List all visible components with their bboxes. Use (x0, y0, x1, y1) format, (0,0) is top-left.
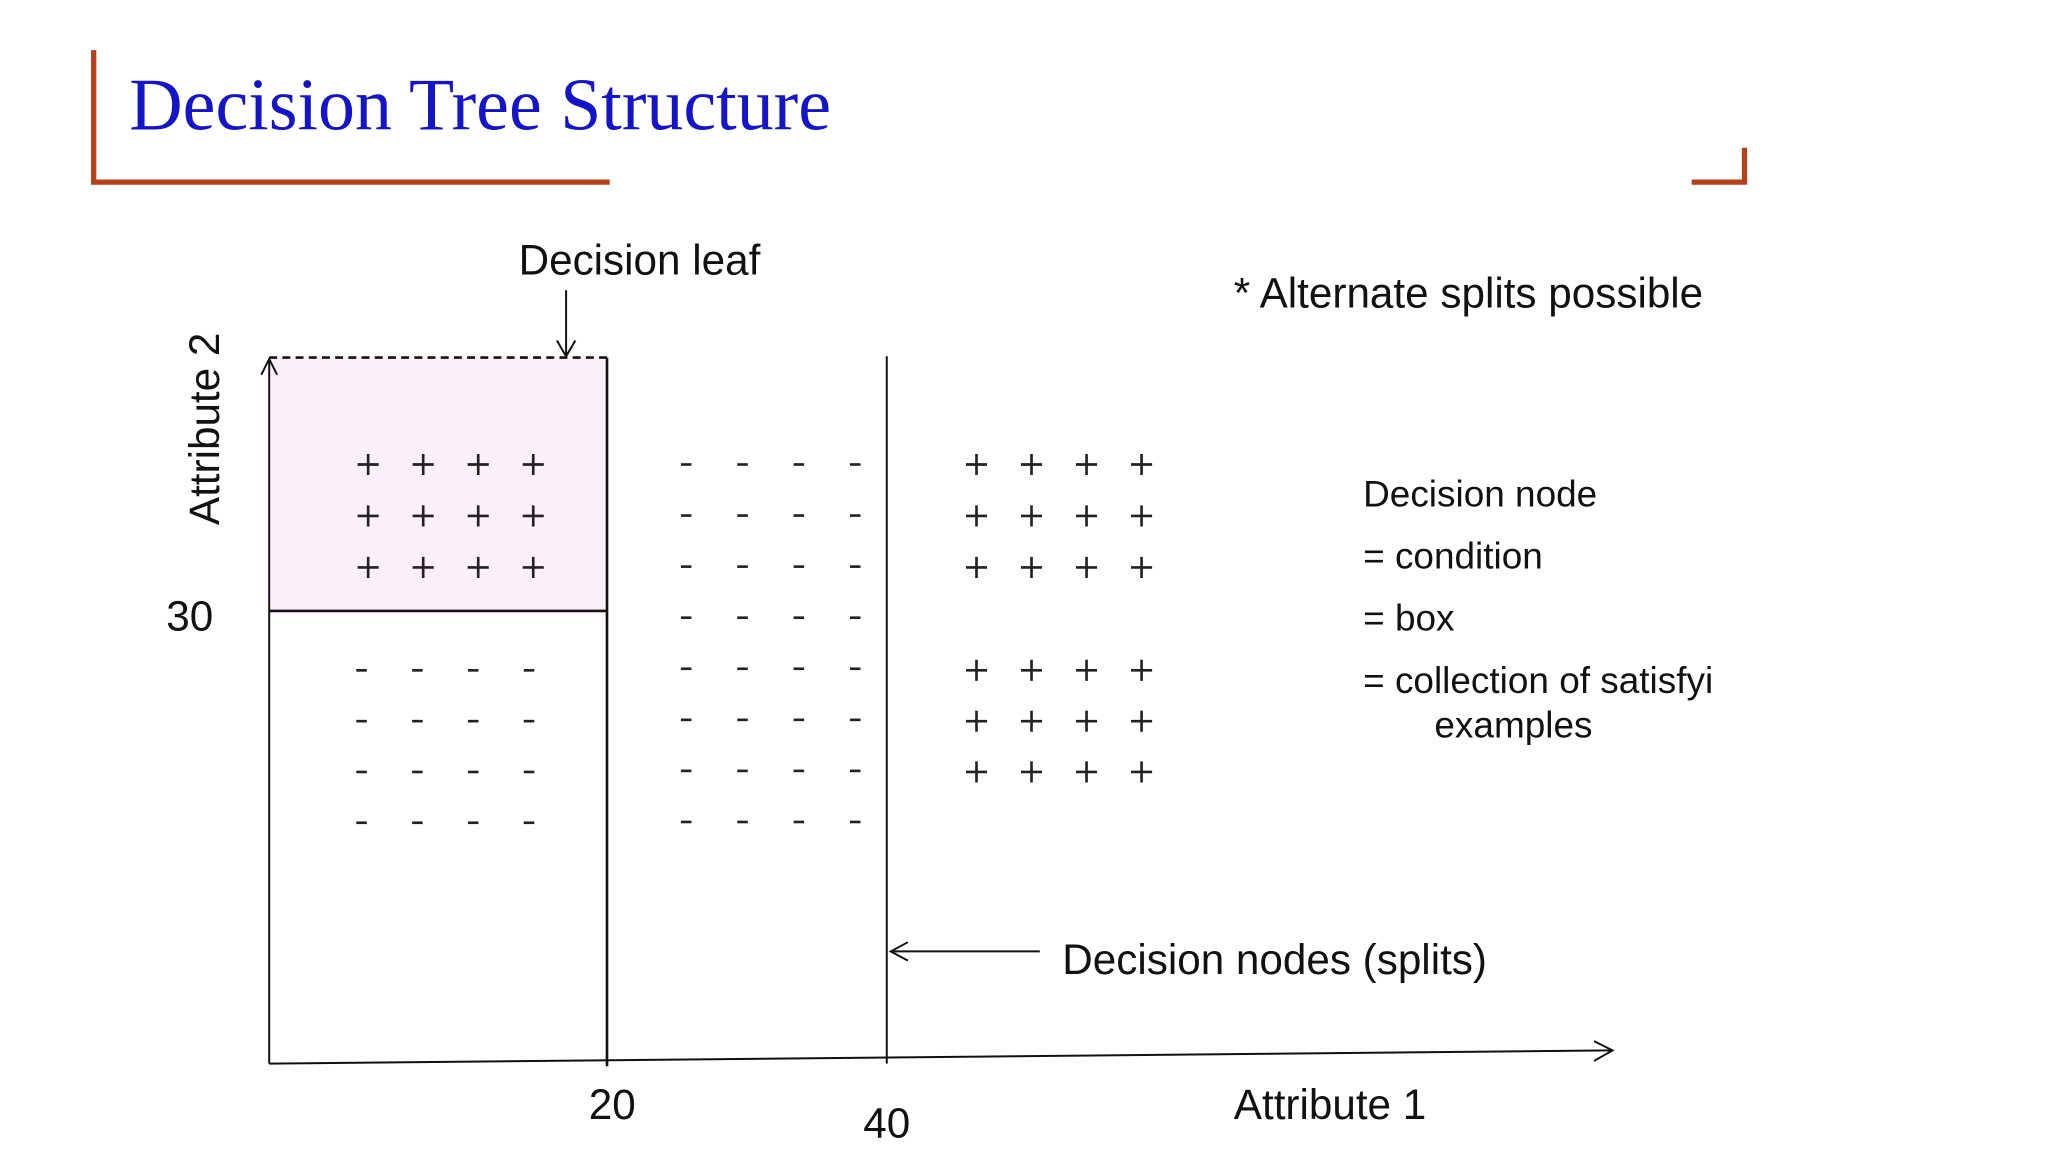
positive-example-mark (965, 453, 988, 476)
node-definition-line: examples (1434, 705, 1592, 746)
positive-example-mark (1131, 761, 1153, 783)
positive-example-mark (1131, 453, 1153, 476)
positive-example-mark (1020, 761, 1043, 783)
positive-example-mark (1075, 505, 1098, 527)
positive-example-mark (522, 556, 544, 578)
positive-example-mark (1020, 453, 1043, 476)
positive-example-mark (1020, 505, 1043, 527)
node-definition-line: = collection of satisfyi (1363, 660, 1713, 701)
title-bracket (91, 50, 610, 185)
x-tick-20: 20 (589, 1081, 636, 1128)
x-axis-label: Attribute 1 (1234, 1081, 1426, 1128)
node-definition-line: = box (1363, 598, 1455, 639)
positive-example-mark (412, 556, 434, 578)
page-title: Decision Tree Structure (129, 63, 831, 145)
positive-example-mark (965, 761, 988, 783)
positive-example-mark (965, 505, 988, 527)
positive-example-mark (1020, 556, 1043, 578)
corner-bracket (1691, 147, 1748, 185)
example-marks (356, 453, 1153, 825)
positive-example-mark (412, 505, 434, 527)
positive-example-mark (965, 556, 988, 578)
positive-example-mark (1131, 659, 1153, 681)
positive-example-mark (965, 659, 988, 681)
decision-leaf-box (269, 357, 608, 611)
node-definition-heading: Decision node (1363, 474, 1597, 515)
positive-example-mark (1020, 659, 1043, 681)
x-axis-arrowhead (1593, 1040, 1615, 1062)
positive-example-mark (522, 505, 544, 527)
positive-example-mark (1131, 556, 1153, 578)
positive-example-mark (357, 556, 379, 578)
leaf-arrowhead (556, 339, 577, 359)
positive-example-mark (1075, 659, 1098, 681)
positive-example-mark (1020, 710, 1043, 732)
positive-example-mark (1075, 761, 1098, 783)
positive-example-mark (412, 453, 434, 476)
positive-example-mark (467, 556, 489, 578)
positive-example-mark (1075, 556, 1098, 578)
positive-example-mark (467, 505, 489, 527)
positive-example-mark (1075, 453, 1098, 476)
y-axis-arrowhead (260, 356, 278, 376)
positive-example-mark (965, 710, 988, 732)
positive-example-mark (467, 453, 489, 476)
positive-example-mark (522, 453, 544, 476)
alternate-splits-note: * Alternate splits possible (1234, 269, 1703, 316)
positive-example-mark (1131, 710, 1153, 732)
y-axis-label: Attribute 2 (181, 333, 228, 525)
y-tick-30: 30 (166, 593, 213, 640)
x-tick-40: 40 (863, 1099, 910, 1146)
positive-example-mark (357, 453, 379, 476)
positive-example-mark (1131, 505, 1153, 527)
splits-arrowhead (888, 941, 909, 962)
positive-example-mark (1075, 710, 1098, 732)
decision-leaf-label: Decision leaf (519, 236, 761, 283)
decision-nodes-label: Decision nodes (splits) (1062, 936, 1487, 983)
x-axis (269, 1049, 1613, 1065)
positive-example-mark (357, 505, 379, 527)
node-definition-line: = condition (1363, 536, 1543, 577)
